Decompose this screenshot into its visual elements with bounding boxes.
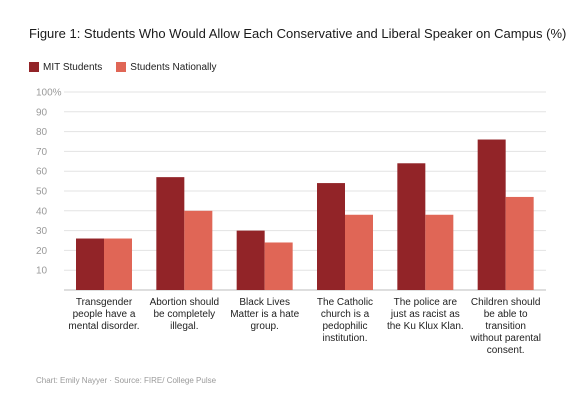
legend-item-national: Students Nationally <box>116 62 216 73</box>
bar-national <box>425 214 454 290</box>
legend-item-mit: MIT Students <box>29 62 102 73</box>
y-tick-label: 80 <box>36 127 48 138</box>
bar-national <box>264 242 293 290</box>
bar-mit <box>236 230 265 290</box>
legend-label-mit: MIT Students <box>43 61 103 73</box>
bar-mit <box>397 163 426 290</box>
legend-swatch-national <box>116 62 127 72</box>
y-tick-label: 50 <box>36 187 48 198</box>
bar-national <box>345 214 373 290</box>
y-tick-label: 40 <box>36 206 48 217</box>
y-tick-label: 20 <box>36 246 48 257</box>
legend: MIT Students Students Nationally <box>29 60 230 74</box>
legend-swatch-mit <box>29 62 39 72</box>
bar-mit <box>156 177 185 290</box>
y-tick-label: 30 <box>36 226 48 237</box>
bar-mit <box>317 183 345 290</box>
y-tick-label: 70 <box>36 147 48 158</box>
x-tick-label: Abortion should be completely illegal. <box>150 297 220 332</box>
bar-national <box>184 210 213 290</box>
x-tick-label: The Catholic church is a pedophilic institu… <box>317 297 373 344</box>
x-tick-label: Children should be able to transition witho… <box>469 297 541 356</box>
y-tick-label: 10 <box>36 266 48 277</box>
y-tick-label: 60 <box>36 167 48 178</box>
x-tick-label: The police are just as racist as the Ku Kl… <box>387 297 464 332</box>
legend-label-national: Students Nationally <box>130 61 217 73</box>
bar-national <box>104 238 132 290</box>
x-tick-label: Black Lives Matter is a hate group. <box>230 297 299 332</box>
chart-footer: Chart: Emily Nayyer · Source: FIRE/ Coll… <box>36 376 217 385</box>
bar-mit <box>76 238 104 290</box>
chart-title: Figure 1: Students Who Would Allow Each … <box>29 26 567 41</box>
bar-mit <box>477 139 506 290</box>
y-tick-label: 90 <box>36 107 48 118</box>
x-tick-label: Transgender people have a mental disorder. <box>68 297 139 332</box>
bar-national <box>505 196 534 290</box>
y-tick-label: 100% <box>36 88 62 99</box>
